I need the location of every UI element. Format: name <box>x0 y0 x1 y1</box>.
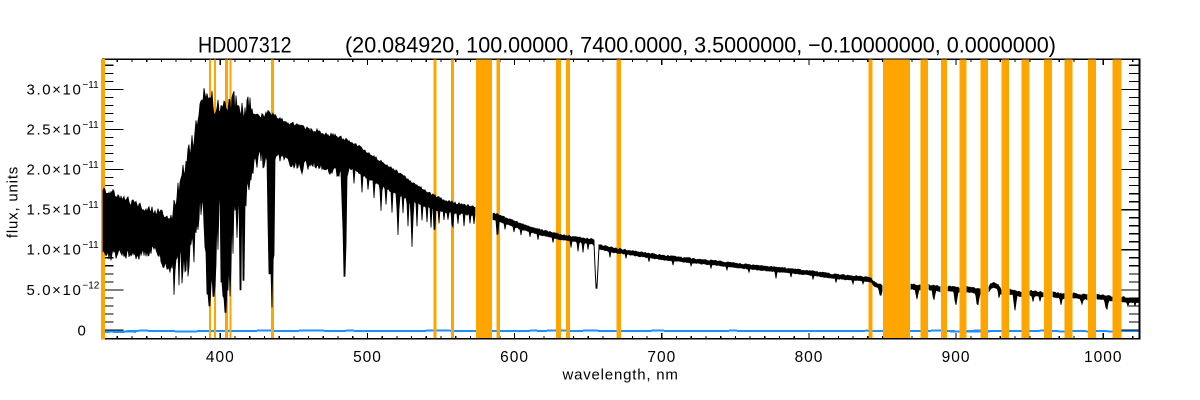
svg-text:wavelength, nm: wavelength, nm <box>561 366 678 383</box>
svg-text:600: 600 <box>500 349 529 366</box>
svg-text:800: 800 <box>795 349 824 366</box>
svg-text:2.0×10−11: 2.0×10−11 <box>27 160 100 179</box>
svg-text:HD007312(20.084920, 100.00000,: HD007312 (20.084920, 100.00000, 7400.0000… <box>198 32 1056 57</box>
svg-text:1.5×10−11: 1.5×10−11 <box>27 200 100 219</box>
svg-text:2.5×10−11: 2.5×10−11 <box>27 120 100 139</box>
svg-text:700: 700 <box>647 349 676 366</box>
svg-text:3.0×10−11: 3.0×10−11 <box>27 80 100 99</box>
svg-text:900: 900 <box>942 349 971 366</box>
svg-text:1.0×10−11: 1.0×10−11 <box>27 240 100 259</box>
svg-text:500: 500 <box>353 349 382 366</box>
svg-text:400: 400 <box>206 349 235 366</box>
svg-text:flux, units: flux, units <box>5 166 22 238</box>
svg-text:5.0×10−12: 5.0×10−12 <box>27 280 100 299</box>
svg-text:1000: 1000 <box>1084 349 1122 366</box>
svg-text:0: 0 <box>78 322 86 339</box>
